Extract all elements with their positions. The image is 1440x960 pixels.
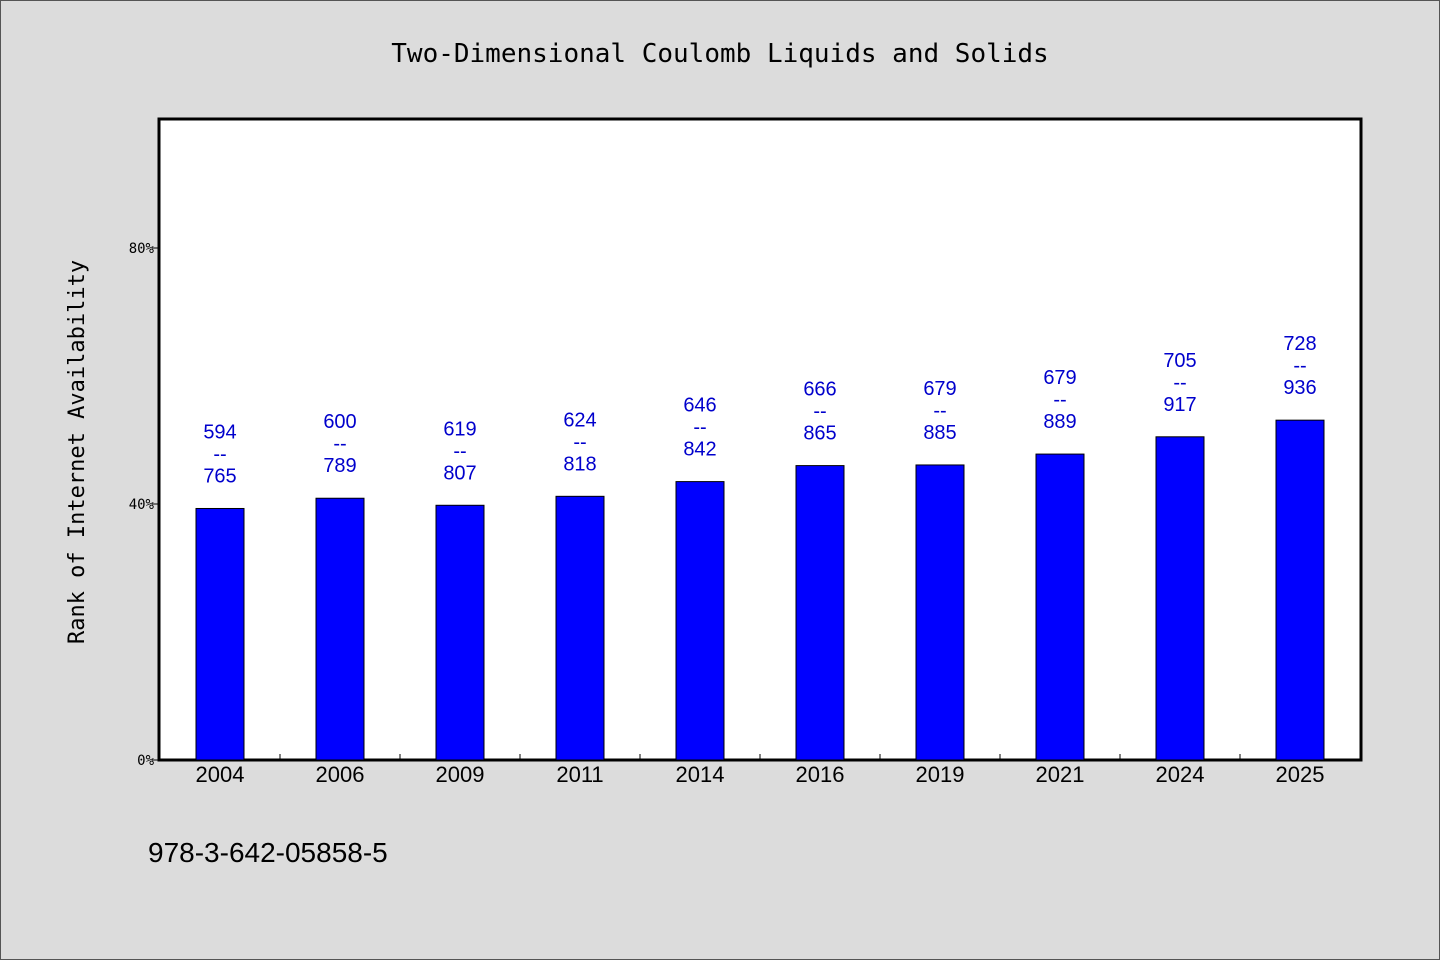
data-label-low: 594 [203,421,236,443]
data-label-low: 728 [1283,333,1316,355]
data-label-high: 807 [443,462,476,484]
data-label-high: 917 [1163,394,1196,416]
x-axis-ticks: 2004 2006 2009 2011 2014 2016 2019 2021 2024 2025 [196,754,1325,787]
data-label-high: 889 [1043,411,1076,433]
data-label-high: 885 [923,422,956,444]
data-label-sep: -- [1173,372,1186,394]
data-label-high: 842 [683,439,716,461]
y-tick-label: 80% [129,241,155,257]
data-label-sep: -- [213,443,226,465]
bar [675,481,725,761]
data-label-sep: -- [933,400,946,422]
data-label-high: 865 [803,423,836,445]
x-tick-label: 2011 [556,762,603,787]
data-label-high: 789 [323,455,356,477]
x-tick-label: 2009 [436,762,485,787]
data-label-sep: -- [813,401,826,423]
x-tick-label: 2019 [916,762,965,787]
x-tick-label: 2021 [1036,762,1085,787]
data-label-low: 666 [803,379,836,401]
bar [315,497,365,761]
data-label-sep: -- [453,440,466,462]
y-tick-label: 0% [137,753,154,769]
data-label-sep: -- [1293,355,1306,377]
chart-title: Two-Dimensional Coulomb Liquids and Soli… [391,39,1048,69]
x-tick-label: 2004 [196,762,245,787]
bar [1155,436,1205,761]
data-label-low: 619 [443,418,476,440]
data-label-low: 624 [563,409,596,431]
data-label-low: 600 [323,411,356,433]
x-tick-label: 2024 [1156,762,1205,787]
bar [1035,453,1085,761]
data-label-high: 765 [203,465,236,487]
y-axis-label: Rank of Internet Availability [65,260,90,644]
x-tick-label: 2006 [316,762,365,787]
data-label-low: 679 [1043,367,1076,389]
data-label-low: 705 [1163,350,1196,372]
x-tick-label: 2025 [1276,762,1325,787]
data-label-low: 646 [683,395,716,417]
bar [1275,419,1325,761]
data-label-sep: -- [693,417,706,439]
data-label-low: 679 [923,378,956,400]
data-label-high: 818 [563,453,596,475]
data-label-sep: -- [1053,389,1066,411]
x-tick-label: 2014 [676,762,725,787]
data-label-high: 936 [1283,377,1316,399]
y-axis-ticks: 0% 40% 80% [129,241,160,769]
bar [435,504,485,761]
data-label-sep: -- [573,431,586,453]
bar [195,507,245,761]
bar [795,465,845,761]
data-label-sep: -- [333,433,346,455]
bar [915,464,965,761]
data-labels-group: 594--765600--789619--807624--818646--842… [203,333,1316,487]
bars-group [195,419,1325,761]
x-tick-label: 2016 [796,762,845,787]
y-tick-label: 40% [129,497,155,513]
bar [555,495,605,761]
isbn-label: 978-3-642-05858-5 [148,837,388,868]
